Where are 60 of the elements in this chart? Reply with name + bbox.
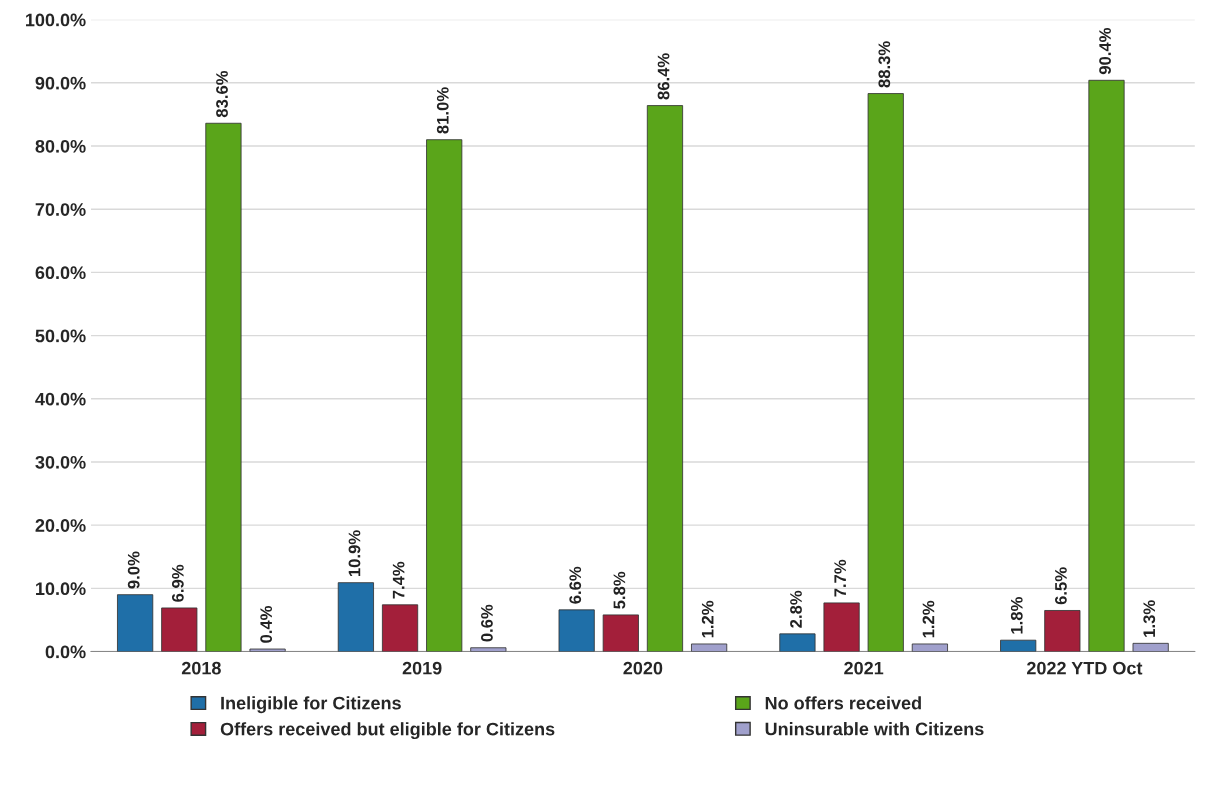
- data-label: 6.9%: [171, 564, 184, 602]
- y-tick-label: 40.0%: [35, 392, 86, 406]
- y-tick-label: 80.0%: [35, 139, 86, 153]
- data-label: 1.2%: [922, 600, 935, 638]
- data-label: 0.6%: [481, 604, 493, 642]
- data-label: 7.4%: [392, 561, 405, 599]
- bar: [1132, 642, 1169, 652]
- data-label: 0.4%: [260, 605, 273, 643]
- data-label: 1.2%: [701, 600, 714, 638]
- data-label: 5.8%: [613, 571, 626, 609]
- y-tick-label: 100.0%: [26, 13, 86, 27]
- bar: [823, 602, 860, 652]
- bar: [117, 594, 154, 652]
- data-label: 83.6%: [216, 70, 228, 118]
- data-label: 81.0%: [436, 87, 449, 134]
- data-label: 7.7%: [834, 559, 847, 597]
- data-label: 1.8%: [1010, 597, 1023, 634]
- y-tick-label: 90.0%: [35, 76, 86, 90]
- legend-label: Offers received but eligible for Citizens: [220, 722, 555, 740]
- data-label: 90.4%: [1099, 27, 1111, 75]
- x-tick-label: 2019: [402, 661, 442, 675]
- x-tick-label: 2022 YTD Oct: [1027, 661, 1143, 675]
- bar: [337, 582, 374, 652]
- data-label: 86.4%: [657, 53, 670, 100]
- bar: [161, 607, 198, 652]
- legend-label: Uninsurable with Citizens: [765, 722, 984, 736]
- bar: [249, 648, 286, 652]
- bar: [602, 614, 639, 652]
- y-tick-label: 0.0%: [45, 645, 86, 659]
- legend-label: No offers received: [765, 696, 921, 710]
- bar: [1044, 610, 1081, 652]
- y-tick-label: 50.0%: [35, 329, 86, 343]
- data-label: 10.9%: [348, 530, 361, 577]
- bar: [691, 643, 728, 652]
- y-tick-label: 10.0%: [36, 582, 86, 596]
- data-label: 6.6%: [569, 566, 582, 604]
- bar: [426, 139, 463, 652]
- data-label: 6.5%: [1055, 567, 1067, 605]
- bar: [646, 105, 684, 652]
- bar: [1088, 79, 1125, 652]
- bar: [1000, 639, 1037, 652]
- legend-label: Ineligible for Citizens: [221, 696, 401, 714]
- bar: [470, 647, 507, 652]
- x-tick-label: 2021: [844, 661, 884, 675]
- data-label: 88.3%: [878, 41, 891, 88]
- data-label: 9.0%: [127, 551, 140, 589]
- bar: [558, 609, 595, 652]
- bar: [205, 122, 242, 652]
- y-tick-label: 20.0%: [35, 519, 86, 532]
- data-label: 1.3%: [1143, 600, 1156, 637]
- y-tick-label: 70.0%: [35, 203, 86, 216]
- bar: [867, 93, 904, 652]
- bar: [381, 604, 419, 652]
- y-tick-label: 30.0%: [35, 455, 86, 469]
- data-label: 2.8%: [790, 590, 802, 628]
- y-tick-label: 60.0%: [35, 266, 86, 280]
- bar: [779, 633, 816, 652]
- x-tick-label: 2020: [623, 661, 663, 675]
- bar: [911, 643, 948, 652]
- x-tick-label: 2018: [181, 661, 221, 675]
